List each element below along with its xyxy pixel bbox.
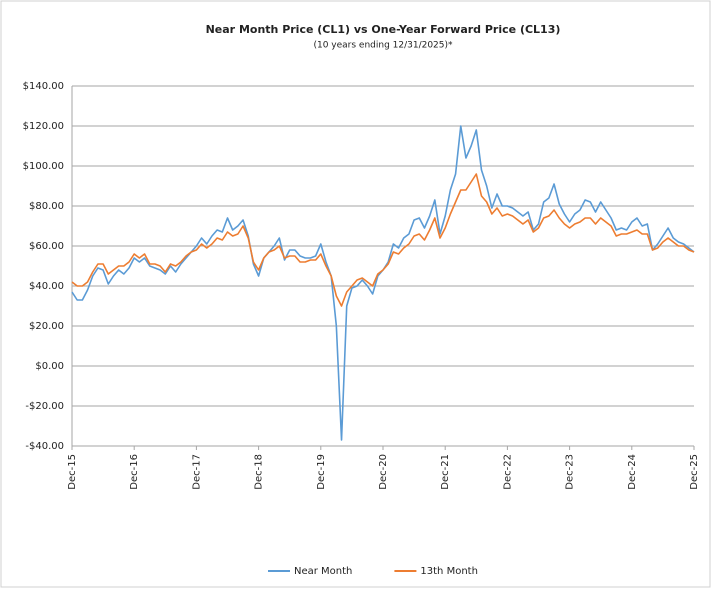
y-tick-label: -$40.00 xyxy=(25,441,64,452)
x-tick-label: Dec-20 xyxy=(378,454,389,490)
chart-subtitle: (10 years ending 12/31/2025)* xyxy=(313,41,453,51)
legend-label: Near Month xyxy=(294,566,352,577)
y-tick-label: $60.00 xyxy=(29,241,64,252)
x-tick-label: Dec-17 xyxy=(191,454,202,490)
legend-label: 13th Month xyxy=(420,566,478,577)
x-tick-label: Dec-25 xyxy=(689,454,700,490)
x-tick-label: Dec-24 xyxy=(627,454,638,490)
y-tick-label: $80.00 xyxy=(29,201,64,212)
x-tick-label: Dec-23 xyxy=(565,454,576,490)
y-tick-label: $120.00 xyxy=(23,121,64,132)
y-tick-label: $0.00 xyxy=(35,361,64,372)
x-tick-label: Dec-19 xyxy=(316,454,327,490)
series-line xyxy=(71,173,695,307)
x-tick-label: Dec-16 xyxy=(129,454,140,490)
x-tick-label: Dec-18 xyxy=(254,454,265,490)
y-tick-label: -$20.00 xyxy=(25,401,64,412)
y-tick-label: $40.00 xyxy=(29,281,64,292)
y-tick-label: $20.00 xyxy=(29,321,64,332)
y-tick-label: $140.00 xyxy=(23,81,64,92)
x-tick-label: Dec-22 xyxy=(502,454,513,490)
x-tick-label: Dec-21 xyxy=(440,454,451,490)
chart-title: Near Month Price (CL1) vs One-Year Forwa… xyxy=(206,23,561,36)
y-tick-label: $100.00 xyxy=(23,161,64,172)
x-tick-label: Dec-15 xyxy=(67,454,78,490)
